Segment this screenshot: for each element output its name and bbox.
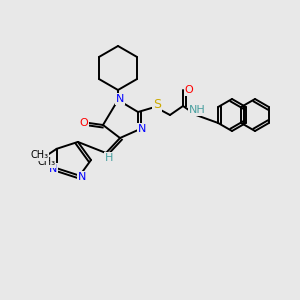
Text: N: N (48, 164, 57, 174)
Text: S: S (153, 98, 161, 110)
Text: N: N (116, 94, 124, 104)
Text: CH₃: CH₃ (38, 157, 56, 167)
Text: NH: NH (189, 105, 206, 115)
Text: O: O (80, 118, 88, 128)
Text: N: N (78, 172, 86, 182)
Text: N: N (138, 124, 146, 134)
Text: H: H (105, 153, 113, 163)
Text: O: O (184, 85, 194, 95)
Text: CH₃: CH₃ (31, 150, 49, 160)
